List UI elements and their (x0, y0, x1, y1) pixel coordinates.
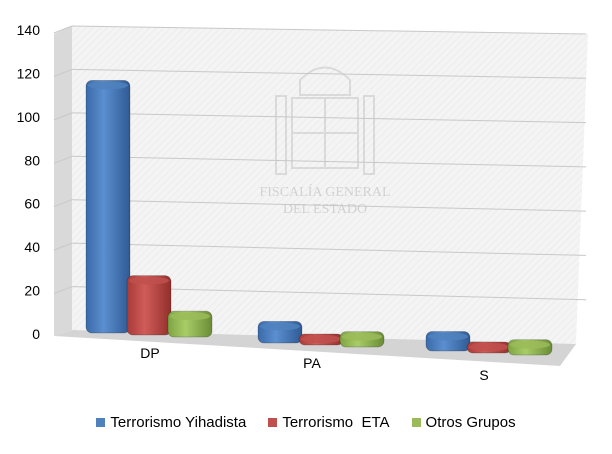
legend-item: Otros Grupos (411, 414, 516, 431)
legend-swatch (96, 418, 106, 427)
x-category-label: DP (140, 345, 159, 361)
y-tick-label: 40 (24, 239, 40, 255)
side-wall (54, 26, 72, 336)
gridline-side (53, 242, 73, 251)
bar (126, 275, 172, 336)
gridline-side (53, 155, 73, 164)
gridline-side (53, 199, 73, 208)
gridline (71, 112, 587, 124)
bar-cap (260, 322, 300, 331)
legend-label: Otros Grupos (425, 414, 516, 431)
gridline-side (53, 25, 73, 34)
y-tick-label: 0 (32, 326, 40, 342)
watermark-line-1: FISCALÍA GENERAL (259, 183, 390, 200)
y-tick-label: 100 (17, 109, 41, 125)
back-wall (72, 26, 588, 344)
bar-cap (342, 332, 382, 341)
gridline-side (53, 68, 73, 77)
legend-item: Terrorismo ETA (268, 414, 390, 431)
gridline (71, 155, 587, 168)
y-tick-label: 140 (17, 22, 41, 38)
x-category-label: PA (303, 355, 321, 371)
y-tick-label: 80 (24, 152, 40, 168)
bar-cap (469, 343, 509, 351)
legend-swatch (268, 418, 278, 427)
legend-item: Terrorismo Yihadista (96, 414, 246, 431)
y-tick-label: 60 (24, 196, 40, 212)
legend-swatch (411, 418, 421, 427)
bar-cap (170, 312, 210, 321)
legend-label: Terrorismo ETA (282, 414, 390, 431)
bar-cap (129, 276, 169, 285)
gridline (71, 242, 587, 256)
bar-cap (88, 81, 128, 90)
bar (85, 80, 131, 334)
gridline-side (53, 286, 73, 295)
x-category-label: S (479, 367, 488, 383)
floor (54, 330, 576, 366)
y-tick-label: 20 (24, 283, 40, 299)
gridline (71, 25, 587, 35)
gridline (71, 199, 587, 212)
gridline (71, 68, 587, 79)
legend-label: Terrorismo Yihadista (110, 414, 247, 431)
bar-cap (510, 340, 550, 349)
legend: Terrorismo Yihadista Terrorismo ETA Otros … (0, 414, 612, 431)
bar-cap (301, 335, 341, 343)
gridline-side (53, 112, 73, 121)
bar-cap (428, 332, 468, 341)
y-tick-label: 120 (17, 65, 41, 81)
